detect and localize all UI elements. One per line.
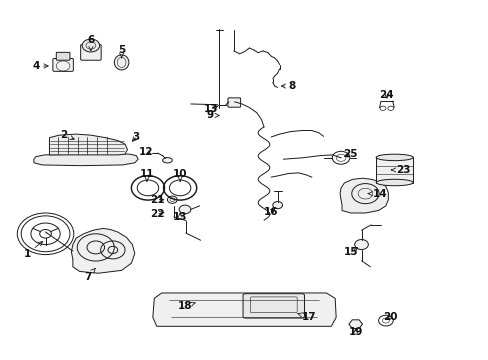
Circle shape (272, 202, 282, 209)
Text: 21: 21 (150, 195, 164, 205)
Text: 8: 8 (281, 81, 295, 91)
Text: 16: 16 (264, 207, 278, 217)
Text: 6: 6 (87, 35, 94, 51)
Ellipse shape (375, 154, 412, 161)
Circle shape (179, 205, 190, 214)
Polygon shape (153, 293, 335, 326)
Text: 5: 5 (118, 45, 125, 58)
Text: 20: 20 (383, 312, 397, 322)
Text: 12: 12 (139, 147, 153, 157)
Text: 24: 24 (379, 90, 393, 100)
Polygon shape (71, 228, 135, 273)
Polygon shape (49, 134, 127, 155)
FancyBboxPatch shape (243, 294, 304, 318)
Text: 17: 17 (297, 312, 316, 322)
Ellipse shape (114, 55, 129, 70)
Text: 18: 18 (178, 301, 195, 311)
Text: 13: 13 (173, 212, 187, 221)
Text: 19: 19 (348, 327, 362, 337)
Text: 25: 25 (343, 149, 357, 159)
Text: 2: 2 (61, 130, 74, 140)
Text: 4: 4 (32, 61, 48, 71)
Text: 13: 13 (203, 104, 218, 114)
FancyBboxPatch shape (81, 44, 101, 60)
Text: 23: 23 (390, 165, 409, 175)
Text: 3: 3 (132, 132, 140, 142)
Text: 9: 9 (206, 111, 219, 121)
Polygon shape (34, 153, 138, 166)
FancyBboxPatch shape (53, 58, 73, 71)
Ellipse shape (162, 158, 172, 163)
Polygon shape (339, 178, 387, 213)
Text: 7: 7 (83, 269, 95, 282)
Text: 22: 22 (150, 209, 164, 219)
Circle shape (354, 239, 367, 249)
Text: 14: 14 (367, 189, 386, 199)
Text: 15: 15 (343, 247, 357, 257)
FancyBboxPatch shape (56, 52, 70, 60)
Circle shape (82, 39, 100, 52)
FancyBboxPatch shape (227, 98, 240, 107)
Polygon shape (348, 320, 362, 329)
Text: 11: 11 (140, 168, 154, 181)
Text: 10: 10 (173, 168, 187, 181)
Text: 1: 1 (24, 242, 42, 258)
Ellipse shape (375, 179, 412, 186)
Polygon shape (375, 157, 412, 183)
